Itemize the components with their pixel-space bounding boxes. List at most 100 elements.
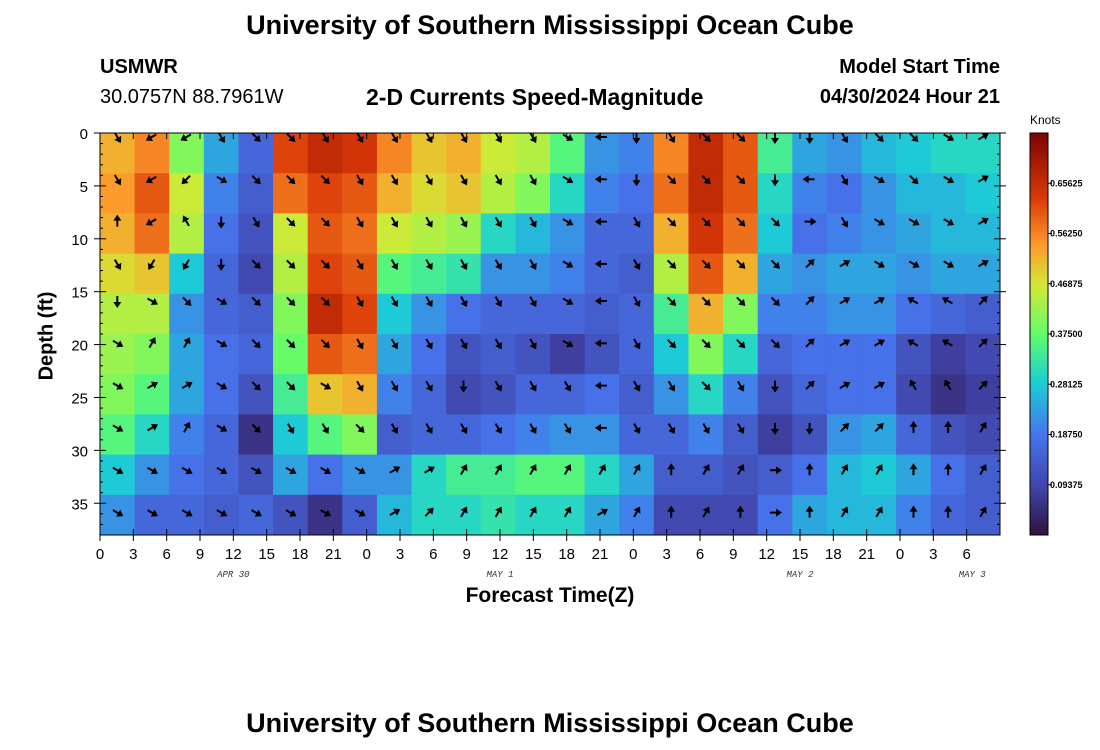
current-arrow <box>701 259 711 269</box>
current-arrow <box>423 466 435 474</box>
current-arrow <box>494 259 503 270</box>
current-arrow <box>182 296 192 306</box>
current-arrow <box>112 339 124 348</box>
colorbar-tick-label: 0.56250 <box>1050 229 1083 239</box>
current-arrow <box>907 339 919 347</box>
current-arrow <box>633 259 641 270</box>
current-arrow <box>112 509 124 517</box>
heat-cell <box>238 253 274 295</box>
heat-cell <box>446 334 482 375</box>
x-tick-label: 15 <box>525 546 542 563</box>
x-tick-label: 18 <box>292 546 309 563</box>
heat-cell <box>376 494 413 535</box>
heat-cell <box>515 213 551 255</box>
y-tick-label: 5 <box>80 179 88 196</box>
heat-cell <box>792 414 828 456</box>
current-arrow <box>805 505 814 518</box>
current-arrow <box>702 423 710 434</box>
heat-cell <box>896 374 932 415</box>
current-arrow <box>873 218 885 226</box>
current-arrow <box>979 421 987 433</box>
x-tick-label: 15 <box>792 546 809 563</box>
current-arrow <box>839 259 851 268</box>
heat-cell <box>134 133 170 174</box>
heat-cell <box>619 454 655 496</box>
current-arrow <box>287 423 295 434</box>
current-arrow <box>840 506 849 518</box>
x-tick-label: 9 <box>729 546 737 563</box>
current-arrow <box>978 296 988 306</box>
heat-cell <box>688 253 724 295</box>
current-arrow <box>874 133 884 142</box>
heat-cell <box>100 334 136 375</box>
current-arrow <box>389 508 401 516</box>
current-arrow <box>286 296 296 306</box>
colorbar-tick-label: 0.37500 <box>1050 329 1083 339</box>
heat-cell <box>134 374 170 415</box>
heat-cell <box>273 374 309 415</box>
heat-cell <box>480 494 516 535</box>
current-arrow <box>286 217 296 227</box>
current-arrow <box>460 216 468 228</box>
current-arrow <box>494 216 503 228</box>
x-tick-label: 6 <box>162 546 170 563</box>
current-arrow <box>563 464 572 476</box>
current-arrow <box>251 423 261 433</box>
current-arrow <box>286 339 296 349</box>
heat-cell <box>515 334 551 375</box>
heat-cell <box>446 494 482 535</box>
current-arrow <box>909 505 918 518</box>
x-tick-label: 12 <box>492 546 509 563</box>
current-arrow <box>979 464 987 476</box>
current-arrow <box>390 259 399 270</box>
heat-cell <box>411 334 447 375</box>
current-arrow <box>942 339 953 347</box>
heat-cell <box>930 414 966 456</box>
heat-cell <box>723 253 759 295</box>
heat-cell <box>376 414 413 456</box>
current-arrow <box>909 379 917 391</box>
current-arrow <box>701 175 711 185</box>
heat-cell <box>100 454 136 496</box>
current-arrow <box>145 175 157 184</box>
y-axis: 0 5 10 15 20 25 30 35 <box>71 126 1006 525</box>
current-arrow <box>597 508 608 516</box>
current-arrow <box>425 338 433 350</box>
current-arrow <box>666 259 677 269</box>
x-tick-label: 3 <box>129 546 137 563</box>
station-coordinates: 30.0757N 88.7961W <box>100 86 284 108</box>
current-arrow <box>320 296 330 306</box>
current-arrow <box>943 218 955 226</box>
colorbar-tick-label: 0.46875 <box>1050 279 1083 289</box>
heat-cell <box>238 454 274 496</box>
chart-title: University of Southern Mississippi Ocean… <box>246 10 854 40</box>
current-arrow <box>251 133 261 142</box>
current-arrow <box>736 217 746 227</box>
heat-cell <box>826 414 863 456</box>
heat-cell <box>965 374 1000 415</box>
current-arrow <box>460 174 468 186</box>
heat-cell <box>203 414 240 456</box>
heat-cell <box>169 414 205 456</box>
date-label: MAY 2 <box>786 570 814 580</box>
current-arrow <box>354 466 366 475</box>
heat-cell <box>584 414 620 456</box>
heat-cell <box>757 454 793 496</box>
heat-cell <box>480 253 516 295</box>
heat-cell <box>653 414 690 456</box>
heat-cell <box>653 374 690 415</box>
current-arrow <box>181 466 193 475</box>
current-arrow <box>356 174 364 186</box>
current-arrow <box>113 133 122 144</box>
heat-cell <box>619 334 655 375</box>
heat-cell <box>342 454 378 496</box>
heat-cell <box>619 213 655 255</box>
x-tick-label: 9 <box>196 546 204 563</box>
heat-cell <box>584 374 620 415</box>
current-arrow <box>529 174 537 186</box>
model-start-value: 04/30/2024 Hour 21 <box>819 86 1000 108</box>
heat-cell <box>550 253 586 295</box>
heat-cell <box>515 374 551 415</box>
heat-cell <box>723 374 759 415</box>
